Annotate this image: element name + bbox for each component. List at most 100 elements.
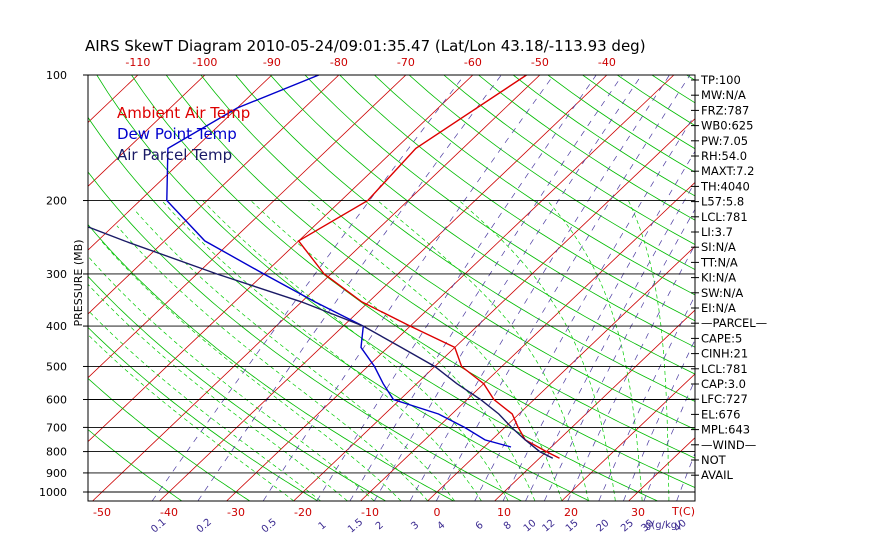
legend-entry: Dew Point Temp [117, 125, 237, 143]
bottom-temp-tick-label: -20 [294, 506, 312, 519]
index-item: FRZ:787 [701, 103, 749, 117]
mixing-ratio-line [316, 75, 597, 501]
moist-adiabat [250, 200, 536, 501]
index-item: AVAIL [701, 468, 734, 482]
top-temp-tick-label: -110 [125, 56, 150, 69]
dry-adiabat [88, 171, 522, 501]
dry-adiabat [791, 75, 870, 501]
mixing-ratio-line [436, 75, 691, 501]
isotherm [0, 75, 4, 501]
index-item: LFC:727 [701, 392, 748, 406]
mixing-ratio-tick-label: 4 [436, 520, 448, 533]
moist-adiabat [377, 200, 589, 501]
mixing-ratio-line [197, 75, 502, 501]
bottom-temp-tick-label: 10 [497, 506, 511, 519]
top-temp-tick-label: -80 [330, 56, 348, 69]
pressure-tick-label: 700 [46, 421, 67, 434]
pressure-tick-label: 600 [46, 393, 67, 406]
mixing-ratio-tick-label: 0.1 [149, 517, 168, 536]
moist-adiabat [88, 309, 321, 501]
mixing-ratio-tick-label: 1.5 [346, 517, 365, 536]
index-item: EL:676 [701, 407, 741, 421]
dry-adiabat [270, 75, 695, 375]
index-item: MPL:643 [701, 423, 750, 437]
index-item: CINH:21 [701, 347, 748, 361]
pressure-tick-label: 200 [46, 195, 67, 208]
mixing-ratio-line [263, 75, 554, 501]
index-item: —WIND— [701, 438, 756, 452]
dry-adiabat [200, 75, 695, 430]
mixing-ratio-tick-label: 0.5 [260, 517, 279, 536]
index-item: LI:3.7 [701, 225, 733, 239]
bottom-temp-tick-label: -30 [227, 506, 245, 519]
dry-adiabat [88, 429, 182, 501]
isotherm [0, 75, 71, 501]
mixing-ratio-line [502, 150, 695, 501]
mixing-ratio-tick-label: 2 [374, 520, 386, 533]
mixing-ratio-tick-label: 0.2 [195, 517, 214, 536]
mixing-ratio-line [525, 181, 695, 501]
mixing-ratio-unit-label: g(g/kg) [645, 520, 681, 531]
isotherm [226, 75, 675, 501]
isotherm [293, 118, 695, 501]
dry-adiabat [96, 75, 658, 501]
dry-adiabat [88, 224, 454, 501]
index-item: LCL:781 [701, 210, 748, 224]
pressure-tick-label: 500 [46, 360, 67, 373]
mixing-ratio-tick-label: 15 [564, 518, 581, 535]
index-item: —PARCEL— [701, 316, 767, 330]
moist-adiabat [88, 334, 294, 501]
moist-adiabat [628, 200, 670, 501]
bottom-temp-tick-label: 20 [564, 506, 578, 519]
dry-adiabat [88, 275, 386, 501]
top-temp-tick-label: -70 [397, 56, 415, 69]
index-item: PW:7.05 [701, 134, 748, 148]
index-item: EI:N/A [701, 301, 736, 315]
index-item: TH:4040 [700, 179, 750, 193]
mixing-ratio-line [567, 244, 695, 501]
series-line-3 [88, 226, 554, 459]
dry-adiabat [408, 75, 695, 271]
top-temp-tick-label: -100 [192, 56, 217, 69]
dry-adiabat [860, 75, 870, 501]
chart-title: AIRS SkewT Diagram 2010-05-24/09:01:35.4… [85, 37, 646, 55]
index-item: NOT [701, 453, 727, 467]
moist-adiabat [100, 240, 402, 501]
dry-adiabat [88, 326, 318, 501]
isotherm [92, 75, 541, 501]
bottom-temp-unit-label: T(C) [671, 505, 695, 518]
isotherm [159, 75, 608, 501]
mixing-ratio-line [474, 113, 695, 501]
dry-adiabat [131, 75, 695, 488]
pressure-tick-label: 1000 [39, 486, 67, 499]
plot-frame [87, 74, 696, 502]
mixing-ratio-tick-label: 10 [522, 518, 539, 535]
index-item: KI:N/A [701, 271, 736, 285]
moist-adiabat [133, 209, 455, 501]
isotherm [88, 75, 407, 379]
top-temp-tick-label: -90 [263, 56, 281, 69]
top-temp-tick-label: -60 [464, 56, 482, 69]
index-item: SW:N/A [701, 286, 743, 300]
top-temp-tick-label: -40 [598, 56, 616, 69]
dry-adiabat [235, 75, 695, 402]
isotherm [830, 75, 870, 501]
bottom-temp-tick-label: 30 [631, 506, 645, 519]
legend-entry: Ambient Air Temp [117, 104, 250, 122]
moist-adiabat [547, 200, 643, 501]
series-line-2 [166, 75, 512, 448]
pressure-tick-label: 800 [46, 446, 67, 459]
index-item: TP:100 [700, 73, 741, 87]
pressure-tick-label: 900 [46, 467, 67, 480]
dry-adiabat [756, 75, 870, 501]
mixing-ratio-tick-label: 12 [540, 518, 557, 535]
index-item: MW:N/A [701, 88, 746, 102]
isotherm [88, 75, 273, 251]
mixing-ratio-tick-label: 25 [619, 518, 636, 535]
mixing-ratio-tick-label: 20 [595, 518, 612, 535]
moist-adiabat [88, 255, 375, 501]
series-layer [88, 75, 560, 459]
dry-adiabat [88, 377, 250, 501]
legend-entry: Air Parcel Temp [117, 146, 232, 164]
